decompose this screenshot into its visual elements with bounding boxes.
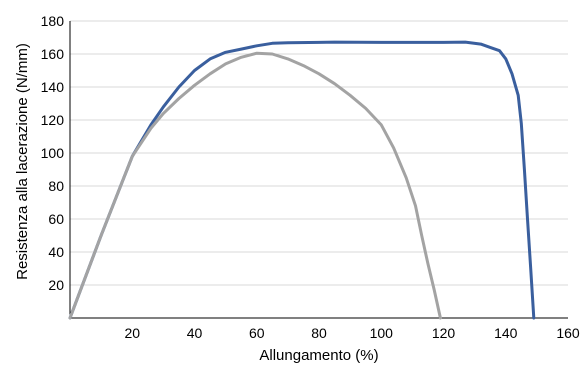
y-tick-label-160: 160: [41, 46, 65, 62]
y-tick-label-20: 20: [48, 277, 64, 293]
tick-labels: 20 40 60 80 100 120 140 160 180 20 40 60 80 100 120 140…: [41, 13, 580, 341]
x-tick-label-40: 40: [187, 325, 203, 341]
y-tick-label-40: 40: [48, 244, 64, 260]
y-tick-label-60: 60: [48, 211, 64, 227]
series-line-2: [68, 51, 442, 320]
grid-lines: [70, 20, 568, 286]
x-tick-label-120: 120: [432, 325, 456, 341]
x-tick-label-100: 100: [370, 325, 394, 341]
y-axis-title: Resistenza alla lacerazione (N/mm): [14, 43, 31, 280]
y-tick-label-100: 100: [41, 145, 65, 161]
x-tick-label-60: 60: [249, 325, 265, 341]
x-tick-label-160: 160: [556, 325, 580, 341]
series-lines: [68, 40, 536, 320]
y-tick-label-120: 120: [41, 112, 65, 128]
y-tick-label-80: 80: [48, 178, 64, 194]
axes: [69, 21, 568, 319]
x-tick-label-140: 140: [494, 325, 518, 341]
y-tick-label-140: 140: [41, 79, 65, 95]
x-tick-label-80: 80: [311, 325, 327, 341]
series-line-1: [68, 40, 536, 320]
x-tick-label-20: 20: [124, 325, 140, 341]
y-tick-label-180: 180: [41, 13, 65, 29]
x-axis-title: Allungamento (%): [259, 347, 378, 364]
